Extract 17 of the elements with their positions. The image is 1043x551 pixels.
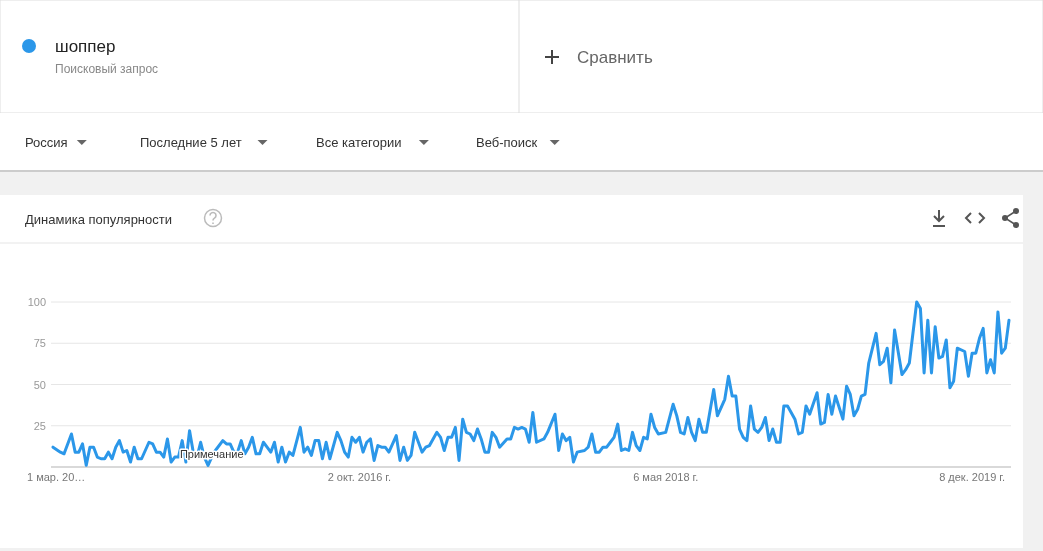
y-tick-label: 50	[33, 378, 46, 391]
y-tick-label: 75	[33, 337, 46, 350]
x-tick-label: 2 окт. 2016 г.	[327, 471, 392, 483]
y-tick-label: 25	[33, 419, 46, 432]
text: Все категории	[316, 135, 402, 150]
x-tick-label: 1 мар. 20…	[27, 471, 86, 483]
x-tick-label: 6 мая 2018 г.	[633, 471, 699, 483]
x-tick-label: 8 дек. 2019 г.	[939, 471, 1006, 483]
text: Веб-поиск	[476, 135, 538, 150]
y-tick-label: 100	[27, 296, 46, 308]
text: Сравнить	[577, 48, 653, 67]
text: Последние 5 лет	[140, 135, 242, 150]
line-series	[51, 300, 1011, 467]
legend-label: шоппер	[55, 37, 116, 56]
text: Поисковый запрос	[55, 62, 159, 76]
text: Россия	[25, 135, 68, 150]
chart-title: Динамика популярности	[25, 212, 172, 227]
